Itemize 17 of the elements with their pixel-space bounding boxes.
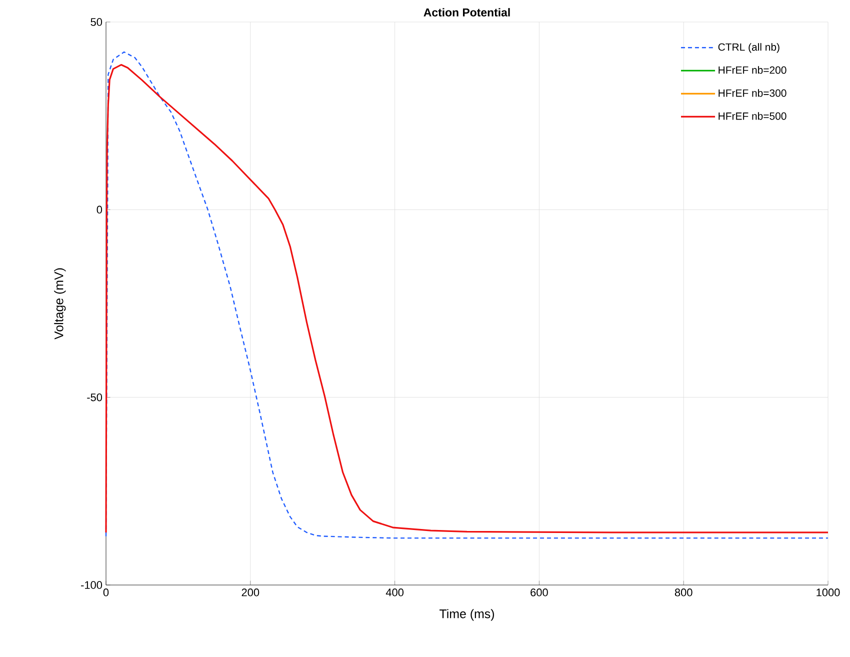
legend-label: HFrEF nb=200 <box>718 66 786 74</box>
y-tick-label: -100 <box>81 581 102 589</box>
x-tick-label: 1000 <box>816 588 840 596</box>
legend-label: HFrEF nb=500 <box>718 112 786 120</box>
x-tick-label: 600 <box>530 588 548 596</box>
chart-title: Action Potential <box>424 8 510 16</box>
y-axis-title: Voltage (mV) <box>54 268 66 340</box>
legend-label: HFrEF nb=300 <box>718 89 786 97</box>
x-tick-label: 400 <box>386 588 404 596</box>
x-tick-label: 800 <box>674 588 692 596</box>
x-tick-label: 200 <box>242 588 260 596</box>
x-tick-label: 0 <box>103 588 109 596</box>
y-tick-label: -50 <box>87 393 102 402</box>
y-tick-label: 50 <box>90 18 102 26</box>
y-tick-label: 0 <box>96 206 102 214</box>
x-axis-title: Time (ms) <box>440 609 494 621</box>
legend-label: CTRL (all nb) <box>718 43 780 53</box>
